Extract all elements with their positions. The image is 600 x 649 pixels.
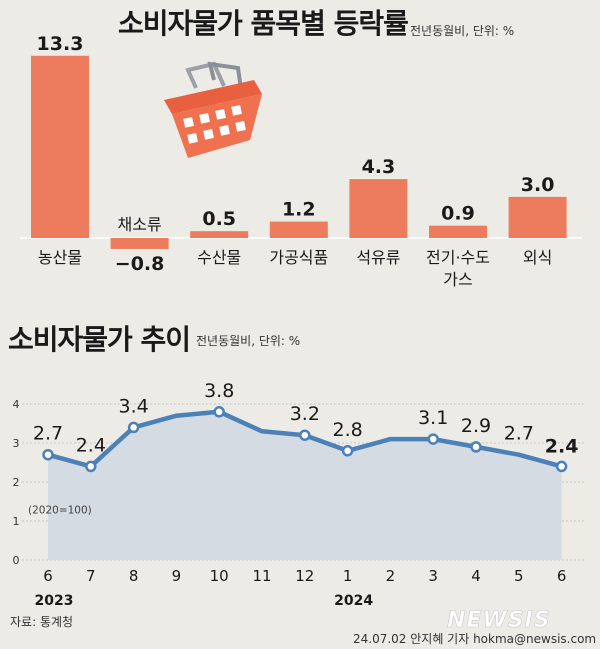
y-tick-label: 4 [13,398,20,411]
source-note: 자료: 통계청 [10,615,74,629]
bar-value-label: −0.8 [115,253,165,275]
point-value-label: 2.4 [545,435,579,457]
data-point [42,448,54,461]
data-point [470,441,482,453]
year-label: 2023 [35,593,74,609]
point-value-label: 2.9 [461,415,491,437]
x-tick-label: 4 [471,567,481,585]
point-value-label: 3.2 [290,403,320,425]
x-tick-label: 1 [343,567,353,585]
base-note: (2020=100) [28,504,92,516]
x-tick-label: 11 [252,567,271,585]
data-point [427,433,439,445]
area-fill [48,411,562,560]
bar [269,221,328,238]
bar-category-label: 석유류 [356,248,400,267]
point-value-label: 2.4 [76,434,106,456]
bar [349,179,408,238]
y-tick-label: 3 [13,437,20,450]
x-tick-label: 12 [295,567,314,585]
bar-category-label: 가공식품 [269,248,328,267]
line-chart-unit: 전년동월비, 단위: % [196,334,301,348]
bar-category-label: 전기·수도 [426,248,490,267]
bar [190,231,249,238]
data-point [213,406,225,418]
shopping-basket-icon [164,61,262,158]
point-value-label: 3.4 [118,395,148,417]
y-tick-label: 0 [13,554,20,567]
x-tick-label: 7 [86,567,96,585]
bar [429,225,487,238]
data-point [85,460,97,473]
point-value-label: 2.7 [33,423,63,445]
bar-chart-unit: 전년동월비, 단위: % [410,24,515,38]
point-value-label: 2.8 [332,419,362,441]
point-value-label: 3.1 [418,407,448,429]
bar-chart: 13.3 농산물 −0.8 채소류 0.5 수산물 1.2 가공식품 4.3 석유류 0.9 전기·수… [20,33,582,289]
data-point [341,445,354,457]
bar-category-label: 외식 [523,248,552,267]
bar-value-label: 1.2 [282,199,316,221]
bar-value-label: 0.5 [202,208,236,230]
year-label: 2024 [334,593,373,609]
bar-category-label: 수산물 [197,248,241,267]
data-point [555,460,568,473]
x-tick-label: 6 [43,567,53,585]
bar [31,55,89,238]
bar-category-label: 채소류 [118,215,162,234]
point-value-label: 3.8 [204,380,234,402]
bar-value-label: 0.9 [441,203,475,225]
logo-text: NEWSIS [447,608,551,632]
y-tick-label: 1 [13,515,20,528]
bar-value-label: 4.3 [362,156,396,178]
bar-category-label: 가스 [443,270,472,289]
x-tick-label: 9 [172,567,182,585]
bar [508,196,567,238]
data-point [127,421,140,434]
x-tick-label: 10 [210,567,229,585]
data-point [299,429,311,441]
bar-value-label: 3.0 [521,174,555,196]
x-tick-label: 2 [386,567,396,585]
bar-chart-title: 소비자물가 품목별 등락률 [118,7,409,40]
x-tick-label: 3 [428,567,438,585]
y-tick-label: 2 [13,476,20,489]
x-tick-label: 5 [514,567,524,585]
newsis-logo: NEWSIS [447,608,551,632]
bar-value-label: 13.3 [37,33,84,55]
point-value-label: 2.7 [504,423,534,445]
x-tick-label: 8 [129,567,139,585]
bar-category-label: 농산물 [38,248,82,267]
x-tick-label: 6 [557,567,567,585]
line-chart-title: 소비자물가 추이 [8,323,191,356]
bar [110,238,169,249]
credit-line: 24.07.02 안지혜 기자 hokma@newsis.com [353,632,597,646]
